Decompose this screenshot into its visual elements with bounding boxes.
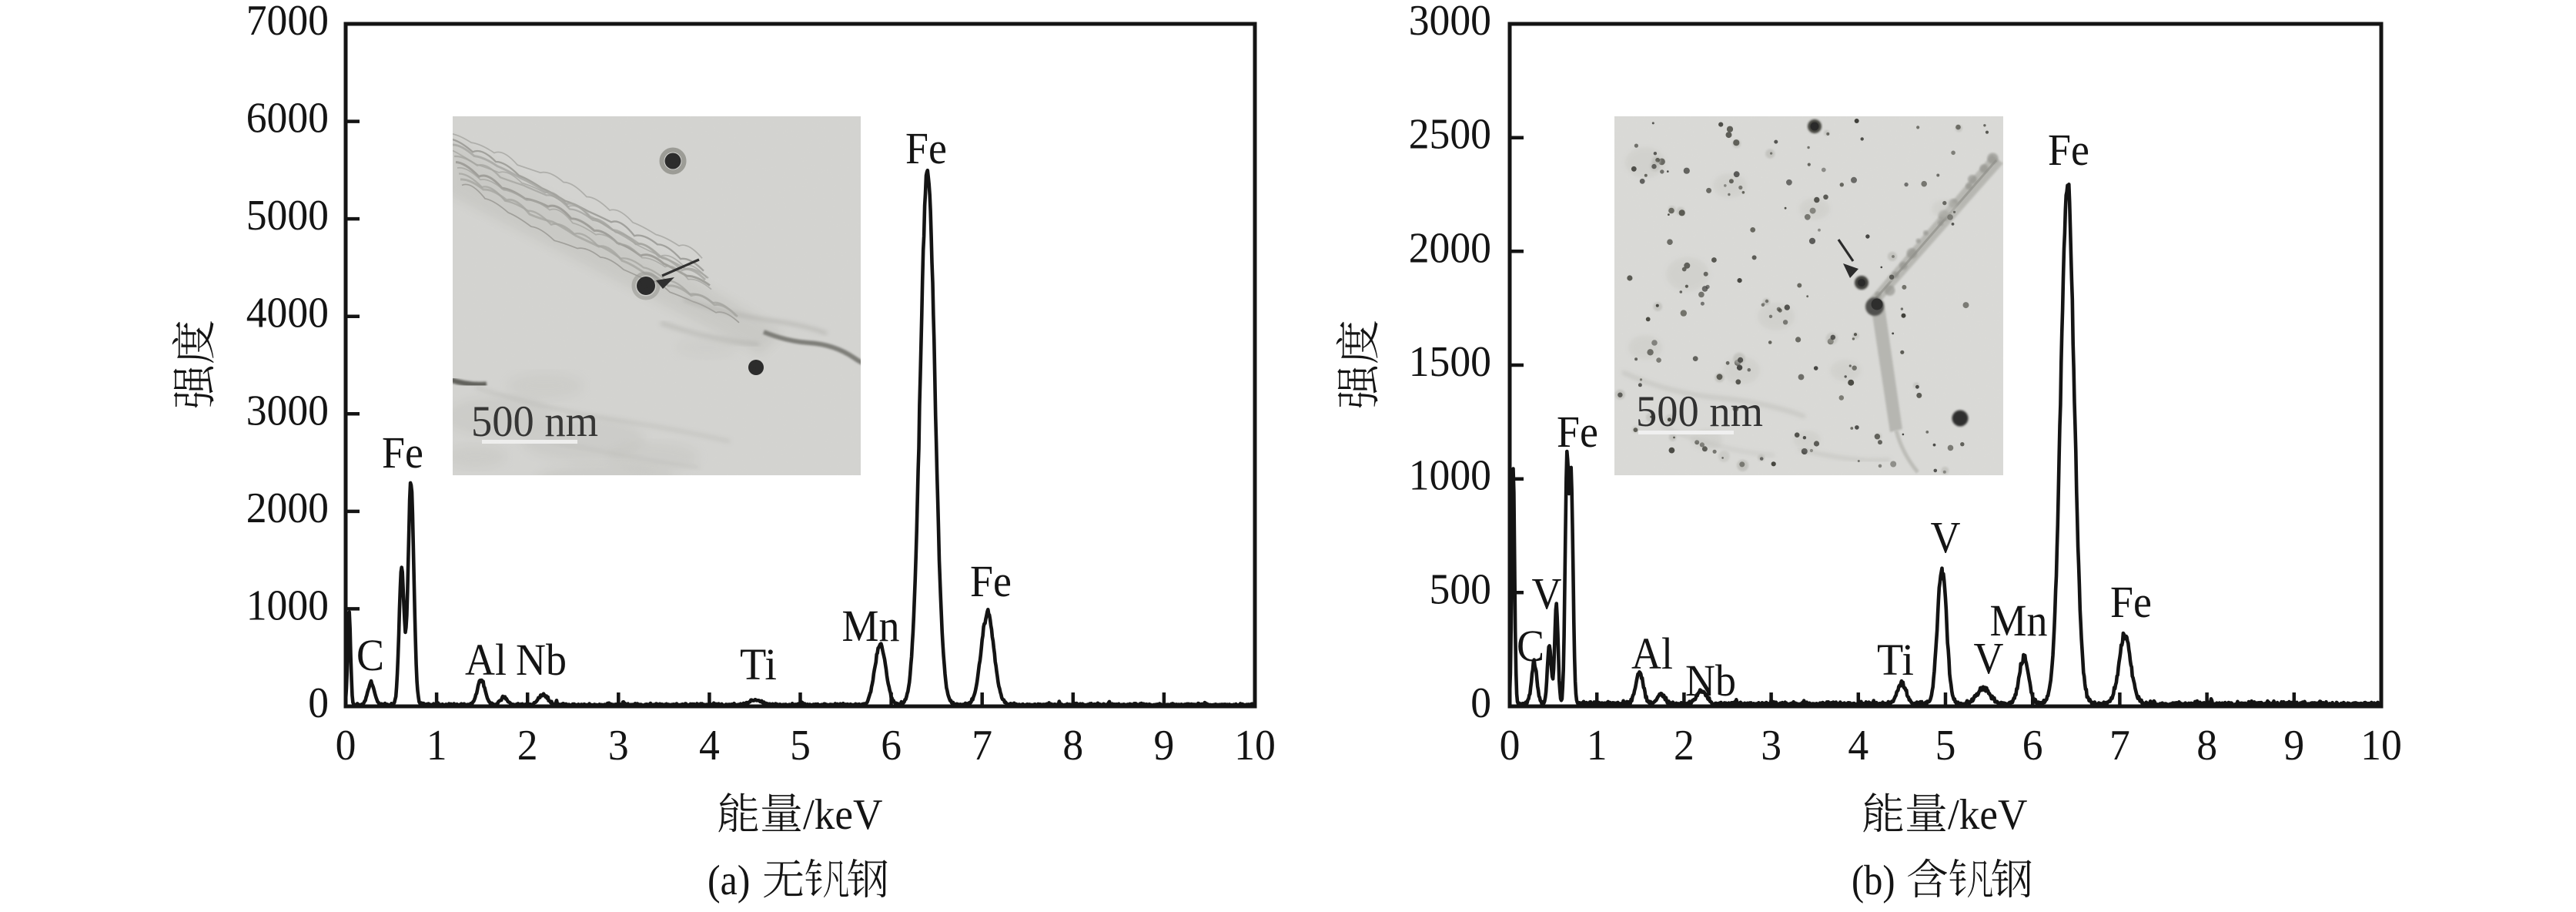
svg-text:Ti: Ti <box>1877 635 1914 685</box>
svg-text:5: 5 <box>790 722 811 770</box>
svg-text:3000: 3000 <box>1409 0 1491 45</box>
svg-text:500: 500 <box>1430 565 1492 613</box>
svg-text:10: 10 <box>2360 722 2402 770</box>
svg-text:Nb: Nb <box>516 635 567 685</box>
svg-text:3000: 3000 <box>246 387 329 434</box>
svg-text:1: 1 <box>1587 722 1607 770</box>
svg-text:0: 0 <box>1500 722 1521 770</box>
svg-text:8: 8 <box>2196 722 2217 770</box>
svg-text:/keV: /keV <box>803 791 882 839</box>
svg-text:2000: 2000 <box>1409 224 1491 272</box>
svg-text:7: 7 <box>972 722 992 770</box>
svg-text:5000: 5000 <box>246 192 329 240</box>
svg-text:Fe: Fe <box>382 428 423 478</box>
svg-text:1000: 1000 <box>246 582 329 629</box>
svg-text:Al: Al <box>465 635 507 685</box>
svg-text:4: 4 <box>1848 722 1868 770</box>
svg-text:3: 3 <box>608 722 629 770</box>
svg-text:Fe: Fe <box>2110 577 2152 627</box>
svg-text:(b): (b) <box>1852 857 1895 904</box>
svg-text:V: V <box>1931 512 1961 562</box>
svg-text:10: 10 <box>1234 722 1276 770</box>
svg-text:Fe: Fe <box>2048 125 2089 175</box>
svg-text:8: 8 <box>1062 722 1083 770</box>
svg-text:1500: 1500 <box>1409 338 1491 386</box>
svg-text:6000: 6000 <box>246 95 329 142</box>
svg-text:0: 0 <box>308 679 329 727</box>
svg-text:3: 3 <box>1761 722 1781 770</box>
svg-text:Mn: Mn <box>1990 595 2048 645</box>
svg-text:2500: 2500 <box>1409 111 1491 159</box>
svg-text:2000: 2000 <box>246 484 329 532</box>
svg-text:1000: 1000 <box>1409 452 1491 500</box>
svg-text:Mn: Mn <box>842 601 900 651</box>
svg-text:Fe: Fe <box>1557 407 1598 457</box>
svg-text:6: 6 <box>881 722 902 770</box>
svg-text:4: 4 <box>699 722 720 770</box>
svg-text:Fe: Fe <box>970 556 1012 606</box>
svg-text:Ti: Ti <box>740 639 777 689</box>
svg-text:0: 0 <box>336 722 356 770</box>
svg-text:Nb: Nb <box>1685 656 1736 706</box>
svg-text:2: 2 <box>1674 722 1694 770</box>
svg-text:7: 7 <box>2109 722 2130 770</box>
svg-text:2: 2 <box>517 722 538 770</box>
svg-text:6: 6 <box>2022 722 2043 770</box>
svg-text:0: 0 <box>1470 679 1491 727</box>
svg-text:(a): (a) <box>708 857 750 904</box>
svg-text:5: 5 <box>1935 722 1956 770</box>
svg-text:1: 1 <box>427 722 447 770</box>
svg-text:9: 9 <box>2283 722 2304 770</box>
svg-text:7000: 7000 <box>246 0 329 45</box>
svg-text:V: V <box>1974 633 2004 683</box>
svg-text:C: C <box>356 630 384 680</box>
svg-text:/keV: /keV <box>1948 791 2027 839</box>
svg-text:C: C <box>1517 621 1544 671</box>
svg-text:V: V <box>1532 568 1562 619</box>
svg-text:Fe: Fe <box>905 123 947 173</box>
svg-text:Al: Al <box>1631 629 1673 679</box>
svg-text:9: 9 <box>1154 722 1175 770</box>
svg-text:4000: 4000 <box>246 290 329 337</box>
